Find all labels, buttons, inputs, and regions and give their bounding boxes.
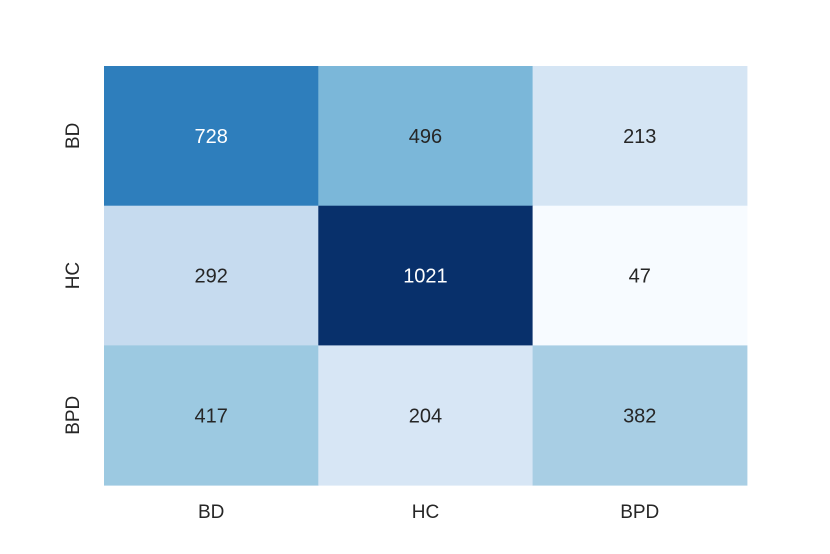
heatmap-cell-value: 292	[194, 266, 227, 288]
heatmap-cell-bpd-bd	[104, 345, 319, 486]
y-axis-tick-labels: BD HC BPD	[63, 123, 84, 435]
y-tick-label: BPD	[63, 396, 84, 435]
x-axis-tick-labels: BD HC BPD	[198, 502, 659, 523]
heatmap-cell-value: 213	[623, 126, 656, 148]
heatmap-cell-value: 382	[623, 405, 656, 427]
y-tick-label: BD	[63, 123, 84, 149]
heatmap-cell-hc-bpd	[532, 205, 748, 346]
heatmap-cell-value: 496	[409, 126, 442, 148]
heatmap-cell-labels: 728 496 213 292 1021 47 417 204 382	[194, 126, 656, 427]
heatmap-cell-value: 728	[194, 126, 227, 148]
x-tick-label: BPD	[620, 502, 659, 523]
heatmap-cell-bd-bd	[104, 66, 319, 207]
heatmap-cell-value: 47	[629, 266, 651, 288]
heatmap-cell-bpd-bpd	[532, 345, 748, 486]
x-tick-label: HC	[412, 502, 439, 523]
heatmap-cell-bd-bpd	[532, 66, 748, 207]
heatmap-cell-value: 417	[194, 405, 227, 427]
y-tick-label: HC	[63, 262, 84, 289]
heatmap-cell-hc-bd	[104, 205, 319, 346]
heatmap-cell-bpd-hc	[318, 345, 534, 486]
heatmap-cell-value: 1021	[403, 266, 448, 288]
heatmap-cell-bd-hc	[318, 66, 534, 207]
x-tick-label: BD	[198, 502, 224, 523]
heatmap-cell-value: 204	[409, 405, 442, 427]
heatmap-cell-hc-hc	[318, 205, 534, 346]
heatmap-cells	[104, 66, 748, 486]
